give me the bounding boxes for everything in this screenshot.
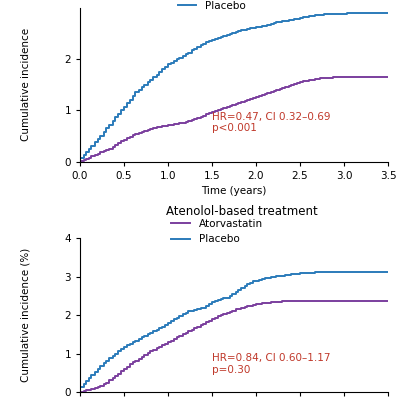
Text: HR=0.84, CI 0.60–1.17
p=0.30: HR=0.84, CI 0.60–1.17 p=0.30 bbox=[212, 353, 330, 375]
Legend: Placebo: Placebo bbox=[178, 1, 246, 11]
Legend: Atorvastatin, Placebo: Atorvastatin, Placebo bbox=[172, 219, 263, 244]
Text: Atenolol-based treatment: Atenolol-based treatment bbox=[166, 205, 318, 218]
Y-axis label: Cumulative incidence (%): Cumulative incidence (%) bbox=[21, 248, 31, 382]
Text: HR=0.47, CI 0.32–0.69
p<0.001: HR=0.47, CI 0.32–0.69 p<0.001 bbox=[212, 112, 330, 134]
X-axis label: Time (years): Time (years) bbox=[201, 186, 267, 196]
Y-axis label: Cumulative incidence: Cumulative incidence bbox=[21, 28, 31, 141]
